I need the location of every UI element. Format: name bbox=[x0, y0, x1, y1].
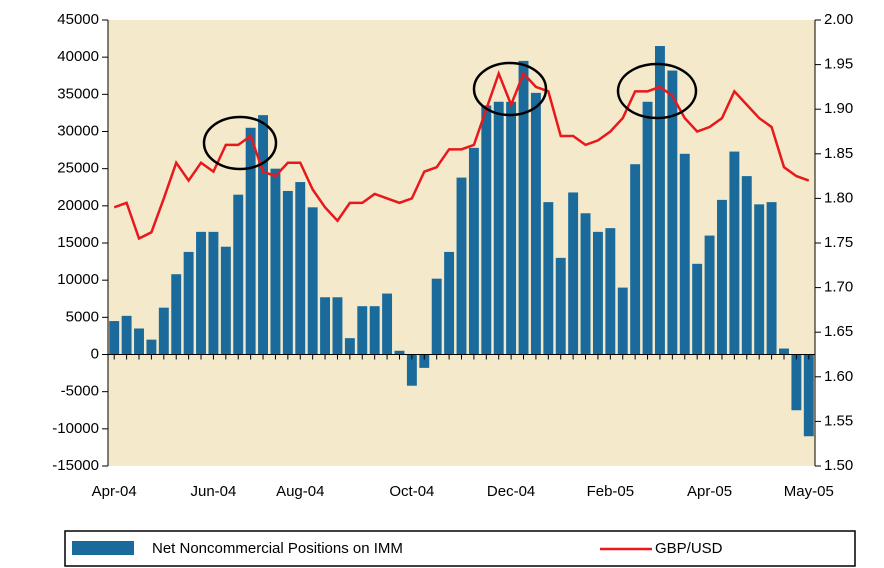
bar bbox=[258, 115, 269, 355]
bar bbox=[530, 92, 541, 355]
annotations bbox=[202, 61, 698, 171]
y-tick-label: 35000 bbox=[57, 85, 99, 102]
bar bbox=[729, 151, 740, 355]
bar bbox=[158, 307, 169, 355]
y-tick-label: 25000 bbox=[57, 160, 99, 177]
bar bbox=[220, 246, 231, 355]
bar bbox=[121, 315, 132, 355]
bar bbox=[171, 274, 182, 355]
bar bbox=[754, 204, 765, 355]
bar bbox=[295, 182, 306, 355]
bar bbox=[667, 70, 678, 355]
y2-tick-label: 1.55 bbox=[824, 412, 853, 429]
bar bbox=[692, 263, 703, 355]
bar bbox=[630, 164, 641, 355]
bar bbox=[394, 350, 405, 355]
y2-tick-label: 1.65 bbox=[824, 323, 853, 340]
line bbox=[113, 69, 810, 241]
y-tick-label: 5000 bbox=[66, 308, 99, 325]
y2-tick-label: 1.90 bbox=[824, 100, 853, 117]
bar bbox=[654, 46, 665, 355]
bar bbox=[506, 101, 517, 355]
bar bbox=[605, 228, 616, 355]
x-tick-label: Apr-05 bbox=[687, 483, 732, 500]
bar bbox=[568, 192, 579, 355]
x-tick-label: Apr-04 bbox=[92, 483, 137, 500]
bar bbox=[592, 231, 603, 355]
bar bbox=[444, 251, 455, 355]
bar bbox=[109, 321, 120, 355]
y-tick-label: 10000 bbox=[57, 271, 99, 288]
y-tick-label: 15000 bbox=[57, 234, 99, 251]
y-tick-label: 45000 bbox=[57, 11, 99, 28]
x-tick-label: May-05 bbox=[784, 483, 834, 500]
y-tick-label: 20000 bbox=[57, 197, 99, 214]
bar bbox=[717, 199, 727, 355]
bar bbox=[431, 278, 442, 355]
bar bbox=[419, 354, 430, 368]
legend-label: Net Noncommercial Positions on IMM bbox=[152, 540, 403, 557]
bar bbox=[344, 338, 355, 355]
bar bbox=[803, 354, 814, 437]
bar bbox=[642, 101, 653, 355]
y-tick-label: 0 bbox=[91, 345, 99, 362]
bar bbox=[779, 348, 789, 355]
bar bbox=[196, 231, 206, 355]
y2-tick-label: 1.70 bbox=[824, 279, 853, 296]
y2-tick-label: 1.85 bbox=[824, 145, 853, 162]
y-tick-label: 40000 bbox=[57, 48, 99, 65]
bar bbox=[406, 354, 417, 386]
bar bbox=[134, 328, 144, 355]
bar bbox=[382, 293, 393, 355]
y2-tick-label: 1.80 bbox=[824, 189, 853, 206]
bar bbox=[791, 354, 802, 411]
bar bbox=[543, 202, 554, 355]
bar bbox=[766, 202, 777, 355]
y2-tick-label: 1.50 bbox=[824, 457, 853, 474]
bar bbox=[146, 339, 157, 355]
bar bbox=[741, 176, 752, 355]
x-tick-label: Jun-04 bbox=[190, 483, 236, 500]
y2-tick-label: 2.00 bbox=[824, 11, 853, 28]
bar bbox=[369, 306, 380, 355]
y-tick-label: -5000 bbox=[61, 383, 99, 400]
x-tick-label: Aug-04 bbox=[276, 483, 324, 500]
bar bbox=[183, 251, 194, 355]
bar bbox=[357, 306, 368, 355]
bar bbox=[233, 194, 244, 355]
y2-tick-label: 1.95 bbox=[824, 56, 853, 73]
bar bbox=[282, 190, 293, 355]
x-tick-label: Dec-04 bbox=[487, 483, 535, 500]
bar bbox=[493, 101, 504, 355]
bar bbox=[555, 257, 566, 355]
highlight-circle bbox=[616, 62, 698, 120]
legend bbox=[64, 530, 856, 567]
bar bbox=[704, 235, 715, 355]
bar bbox=[679, 153, 690, 355]
bar bbox=[208, 231, 219, 355]
bar bbox=[518, 60, 529, 355]
bar bbox=[320, 297, 331, 355]
bar bbox=[468, 147, 479, 355]
highlight-circle bbox=[202, 115, 278, 171]
x-tick-label: Feb-05 bbox=[587, 483, 635, 500]
y2-tick-label: 1.75 bbox=[824, 234, 853, 251]
bar bbox=[332, 297, 343, 355]
legend-label: GBP/USD bbox=[655, 540, 723, 557]
y-tick-label: 30000 bbox=[57, 122, 99, 139]
bar bbox=[481, 105, 492, 355]
y-tick-label: -10000 bbox=[52, 420, 99, 437]
highlight-circle bbox=[472, 61, 548, 117]
bar bbox=[245, 127, 256, 355]
y2-tick-label: 1.60 bbox=[824, 368, 853, 385]
bar bbox=[456, 177, 467, 355]
x-tick-label: Oct-04 bbox=[389, 483, 434, 500]
bar bbox=[307, 207, 318, 355]
bar bbox=[270, 168, 281, 355]
legend-swatch bbox=[72, 541, 134, 555]
bar bbox=[580, 213, 591, 355]
bar bbox=[617, 287, 628, 355]
y-tick-label: -15000 bbox=[52, 457, 99, 474]
